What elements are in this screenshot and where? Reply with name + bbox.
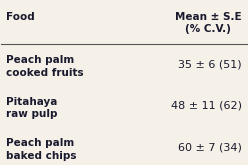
Text: Food: Food: [6, 12, 35, 22]
Text: 60 ± 7 (34): 60 ± 7 (34): [178, 143, 242, 152]
Text: Pitahaya
raw pulp: Pitahaya raw pulp: [6, 97, 58, 119]
Text: Peach palm
baked chips: Peach palm baked chips: [6, 138, 77, 161]
Text: 48 ± 11 (62): 48 ± 11 (62): [171, 101, 242, 111]
Text: Mean ± S.E
(% C.V.): Mean ± S.E (% C.V.): [175, 12, 242, 34]
Text: 35 ± 6 (51): 35 ± 6 (51): [178, 59, 242, 69]
Text: Peach palm
cooked fruits: Peach palm cooked fruits: [6, 55, 84, 78]
